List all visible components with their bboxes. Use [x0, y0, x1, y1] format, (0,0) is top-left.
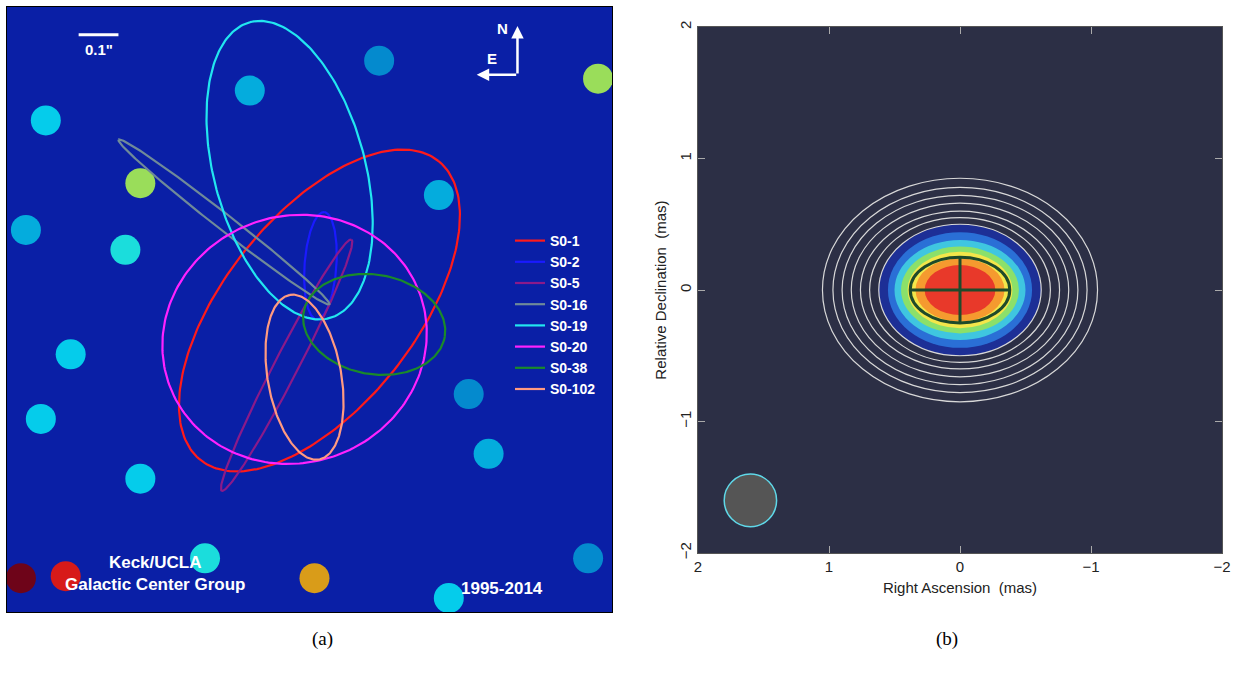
svg-text:E: E [487, 50, 497, 67]
svg-text:0: 0 [677, 284, 694, 292]
svg-text:Keck/UCLAGalactic Center Group: Keck/UCLAGalactic Center Group [65, 553, 245, 594]
svg-text:S0-102: S0-102 [550, 381, 595, 397]
svg-text:(b): (b) [936, 628, 958, 650]
svg-text:S0-5: S0-5 [550, 275, 580, 291]
svg-text:S0-38: S0-38 [550, 360, 588, 376]
svg-text:S0-20: S0-20 [550, 339, 588, 355]
svg-text:S0-1: S0-1 [550, 233, 580, 249]
svg-text:0.1": 0.1" [85, 41, 113, 58]
svg-text:1: 1 [825, 558, 833, 575]
svg-text:2: 2 [677, 21, 694, 29]
svg-text:Relative Declination (mas): Relative Declination (mas) [652, 200, 669, 379]
svg-text:S0-2: S0-2 [550, 254, 580, 270]
svg-text:1995-2014: 1995-2014 [461, 579, 543, 598]
svg-text:S0-16: S0-16 [550, 297, 588, 313]
svg-text:−1: −1 [677, 411, 694, 428]
svg-text:−1: −1 [1082, 558, 1099, 575]
svg-text:S0-19: S0-19 [550, 318, 588, 334]
svg-text:(a): (a) [312, 628, 333, 650]
svg-text:N: N [497, 20, 508, 37]
svg-text:−2: −2 [1213, 558, 1230, 575]
svg-text:0: 0 [956, 558, 964, 575]
svg-text:Right Ascension (mas): Right Ascension (mas) [883, 579, 1037, 596]
svg-text:−2: −2 [677, 542, 694, 559]
svg-text:2: 2 [694, 558, 702, 575]
svg-text:1: 1 [677, 152, 694, 160]
